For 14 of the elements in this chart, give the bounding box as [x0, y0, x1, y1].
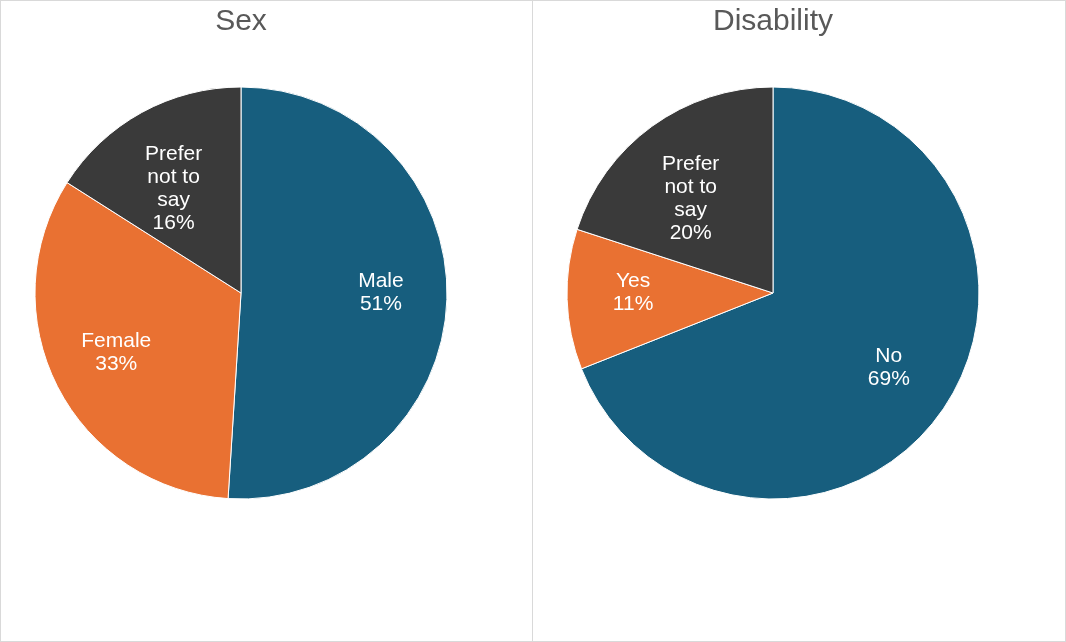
- data-label: 33%: [95, 350, 138, 374]
- slice-label: Yes: [615, 268, 651, 292]
- slice-label: Female: [81, 327, 152, 351]
- slice-label: Male: [358, 268, 404, 292]
- slice-label: Prefer not to say: [662, 150, 720, 220]
- data-label: 16%: [152, 210, 195, 234]
- slice-label: Prefer not to say: [144, 141, 203, 211]
- chart-title: Sex: [215, 3, 267, 36]
- chart-title: Disability: [712, 3, 834, 36]
- data-label: 20%: [669, 219, 712, 243]
- slice-label: No: [875, 342, 903, 366]
- data-label: 11%: [612, 291, 654, 315]
- data-label: 69%: [867, 365, 910, 389]
- data-label: 51%: [359, 291, 402, 315]
